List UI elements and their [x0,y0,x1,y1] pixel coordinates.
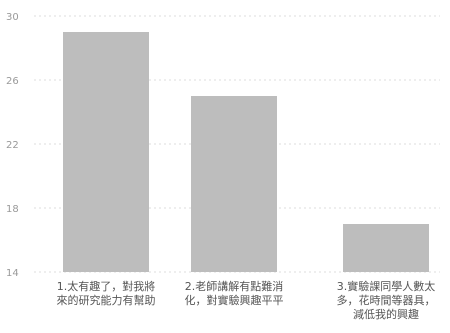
category-label-2: 2.老師講解有點難消化，對實驗興趣平平 [184,280,284,307]
y-tick-label: 26 [6,76,19,87]
bars [63,32,429,272]
y-tick-label: 14 [6,268,19,279]
y-tick-label: 18 [6,204,19,215]
category-label-3: 3.實驗課同學人數太多，花時間等器具，減低我的興趣 [336,280,436,321]
category-label-1: 1.太有趣了，對我將來的研究能力有幫助 [56,280,156,307]
bar-3 [343,224,429,272]
bar-2 [191,96,277,272]
bar-1 [63,32,149,272]
y-axis-ticks: 14 18 22 26 30 [6,12,19,279]
y-tick-label: 22 [6,140,19,151]
y-tick-label: 30 [6,12,19,23]
